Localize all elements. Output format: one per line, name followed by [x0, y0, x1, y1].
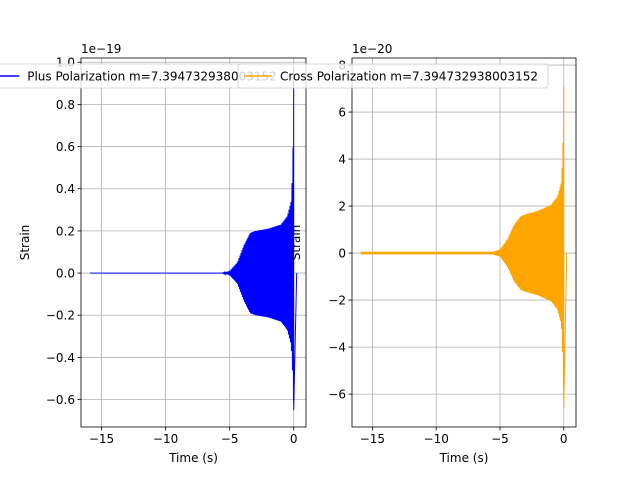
axis-offset-text: 1e−19 [81, 42, 121, 56]
series-line [360, 86, 568, 409]
y-tick-label: −0.4 [46, 351, 75, 365]
legend-box [237, 63, 549, 89]
legend-label: Plus Polarization m=7.394732938003152 [27, 70, 277, 84]
axes-frame [351, 57, 577, 428]
y-tick-label: −0.2 [46, 309, 75, 323]
y-tick-label: −4 [328, 341, 346, 355]
chart-1: −15 −10 −5 0−0.6−0.4−0.20.00.20.40.60.81.01… [18, 42, 307, 465]
y-axis-label: Strain [18, 225, 32, 261]
y-tick-label: 0.0 [56, 267, 75, 281]
y-tick-label: 4 [338, 153, 346, 167]
x-tick-label: −5 [491, 432, 509, 446]
legend-2: Cross Polarization m=7.394732938003152 [237, 63, 549, 89]
x-tick-label: −15 [360, 432, 385, 446]
y-tick-label: 0.2 [56, 224, 75, 238]
x-tick-label: 0 [290, 432, 298, 446]
y-tick-label: 6 [338, 106, 346, 120]
legend-1: Plus Polarization m=7.394732938003152 [0, 63, 288, 89]
y-tick-label: −6 [328, 388, 346, 402]
y-tick-label: 0 [338, 247, 346, 261]
y-axis-label: Strain [289, 225, 303, 261]
y-tick-label: 2 [338, 200, 346, 214]
x-tick-label: 0 [560, 432, 568, 446]
y-tick-label: 0.8 [56, 98, 75, 112]
legend-label: Cross Polarization m=7.394732938003152 [280, 70, 538, 84]
x-tick-label: −5 [221, 432, 239, 446]
series-line [89, 66, 298, 411]
x-tick-label: −15 [89, 432, 114, 446]
y-tick-label: 0.6 [56, 140, 75, 154]
x-tick-label: −10 [424, 432, 449, 446]
y-tick-label: −0.6 [46, 393, 75, 407]
axes-frame [80, 57, 307, 428]
axis-offset-text: 1e−20 [352, 42, 392, 56]
y-tick-label: 0.4 [56, 182, 75, 196]
y-tick-label: −2 [328, 294, 346, 308]
plots: −15 −10 −5 0−0.6−0.4−0.20.00.20.40.60.81.01… [0, 42, 577, 465]
x-axis-label: Time (s) [168, 451, 218, 465]
x-tick-label: −10 [153, 432, 178, 446]
x-axis-label: Time (s) [439, 451, 489, 465]
